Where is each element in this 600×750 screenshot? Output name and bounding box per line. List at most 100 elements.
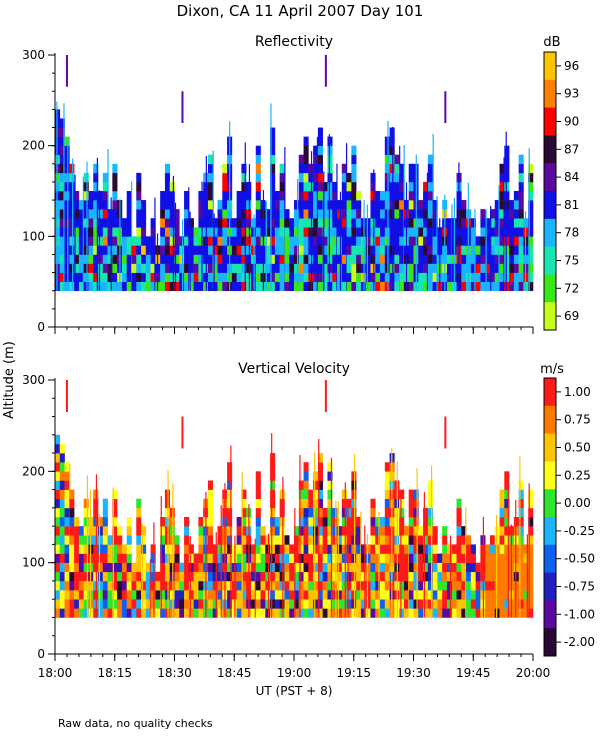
reflectivity-cell [322, 181, 328, 192]
velocity-cell [341, 489, 347, 500]
velocity-cell [403, 608, 410, 618]
reflectivity-cell [375, 218, 381, 228]
reflectivity-cell [418, 254, 424, 264]
reflectivity-cell [207, 263, 214, 273]
velocity-spike [354, 454, 356, 618]
reflectivity-colorbar-swatch [544, 52, 556, 81]
reflectivity-cell [88, 245, 94, 255]
velocity-x-tick-label: 19:15 [336, 666, 371, 680]
reflectivity-cell [294, 218, 300, 228]
reflectivity-cell [83, 181, 89, 192]
reflectivity-cell [332, 200, 338, 210]
reflectivity-cell [121, 254, 127, 264]
reflectivity-cell [231, 281, 237, 292]
velocity-cell [313, 498, 319, 509]
velocity-cell [351, 507, 357, 518]
velocity-cell [193, 580, 199, 591]
velocity-cell [528, 489, 534, 500]
velocity-cell [227, 608, 233, 618]
reflectivity-cell [265, 209, 271, 219]
reflectivity-cell [432, 227, 438, 237]
velocity-cell [346, 580, 352, 591]
velocity-cell [83, 544, 89, 554]
reflectivity-cell [136, 245, 142, 255]
reflectivity-cell [485, 236, 491, 246]
velocity-title: Vertical Velocity [238, 361, 350, 377]
velocity-x-tick-label: 18:30 [157, 666, 192, 680]
velocity-cell [64, 562, 70, 573]
velocity-cell [370, 562, 376, 573]
velocity-cell [456, 562, 462, 573]
reflectivity-cell [141, 227, 147, 237]
reflectivity-cell [88, 263, 94, 273]
reflectivity-cell [418, 272, 424, 282]
reflectivity-cell [174, 236, 180, 246]
reflectivity-cell [504, 281, 510, 292]
reflectivity-cell [83, 281, 89, 292]
reflectivity-cell [169, 209, 175, 219]
reflectivity-spike [181, 219, 184, 291]
reflectivity-cell [83, 172, 89, 183]
velocity-cell [64, 489, 70, 500]
velocity-cell [126, 535, 132, 545]
reflectivity-cell [184, 245, 190, 255]
reflectivity-cell [303, 245, 309, 255]
reflectivity-cell [298, 281, 304, 292]
reflectivity-cell [389, 127, 395, 137]
reflectivity-cell [332, 272, 338, 282]
velocity-cell [427, 571, 433, 582]
reflectivity-cell [509, 245, 515, 255]
reflectivity-cell [375, 209, 381, 219]
reflectivity-cell [69, 227, 75, 237]
reflectivity-cell [303, 263, 309, 273]
velocity-cell [241, 590, 247, 600]
reflectivity-cell [203, 209, 209, 219]
velocity-cell [145, 599, 151, 609]
reflectivity-cell [88, 200, 94, 210]
velocity-cell [193, 553, 199, 563]
reflectivity-cell [69, 272, 75, 282]
reflectivity-cell [528, 254, 534, 264]
reflectivity-colorbar-swatch [544, 107, 556, 136]
velocity-cell [112, 544, 118, 554]
reflectivity-cell [59, 145, 65, 156]
velocity-cell [131, 562, 137, 573]
velocity-x-tick-label: 19:30 [396, 666, 431, 680]
velocity-cell [317, 498, 323, 509]
velocity-cell [294, 553, 300, 563]
velocity-cell [375, 517, 381, 527]
velocity-cell [279, 599, 285, 609]
reflectivity-cell [351, 163, 357, 174]
reflectivity-cell [298, 200, 304, 210]
velocity-cell [98, 562, 104, 573]
velocity-cell [499, 553, 505, 563]
reflectivity-cell [446, 263, 453, 273]
velocity-cell [59, 580, 65, 591]
velocity-cell [346, 553, 352, 563]
velocity-cell [270, 517, 276, 527]
reflectivity-cell [389, 209, 395, 219]
velocity-cell [303, 462, 309, 472]
velocity-cell [427, 489, 433, 500]
velocity-cell [255, 599, 261, 609]
velocity-cell [489, 553, 496, 563]
velocity-cell [313, 590, 319, 600]
reflectivity-cell [198, 245, 204, 255]
velocity-cell [518, 608, 524, 618]
velocity-cell [341, 590, 347, 600]
reflectivity-cell [432, 263, 438, 273]
reflectivity-cell [432, 254, 438, 264]
reflectivity-cell [231, 218, 237, 228]
velocity-cell [485, 590, 491, 600]
velocity-cell [317, 453, 323, 463]
reflectivity-cell [207, 191, 214, 201]
velocity-cell [413, 489, 419, 500]
reflectivity-cell [389, 163, 395, 174]
reflectivity-spike [154, 197, 156, 291]
velocity-cell [55, 443, 61, 454]
reflectivity-cell [59, 218, 65, 228]
velocity-cell [265, 599, 271, 609]
reflectivity-cell [169, 254, 175, 264]
reflectivity-cell [250, 236, 257, 246]
